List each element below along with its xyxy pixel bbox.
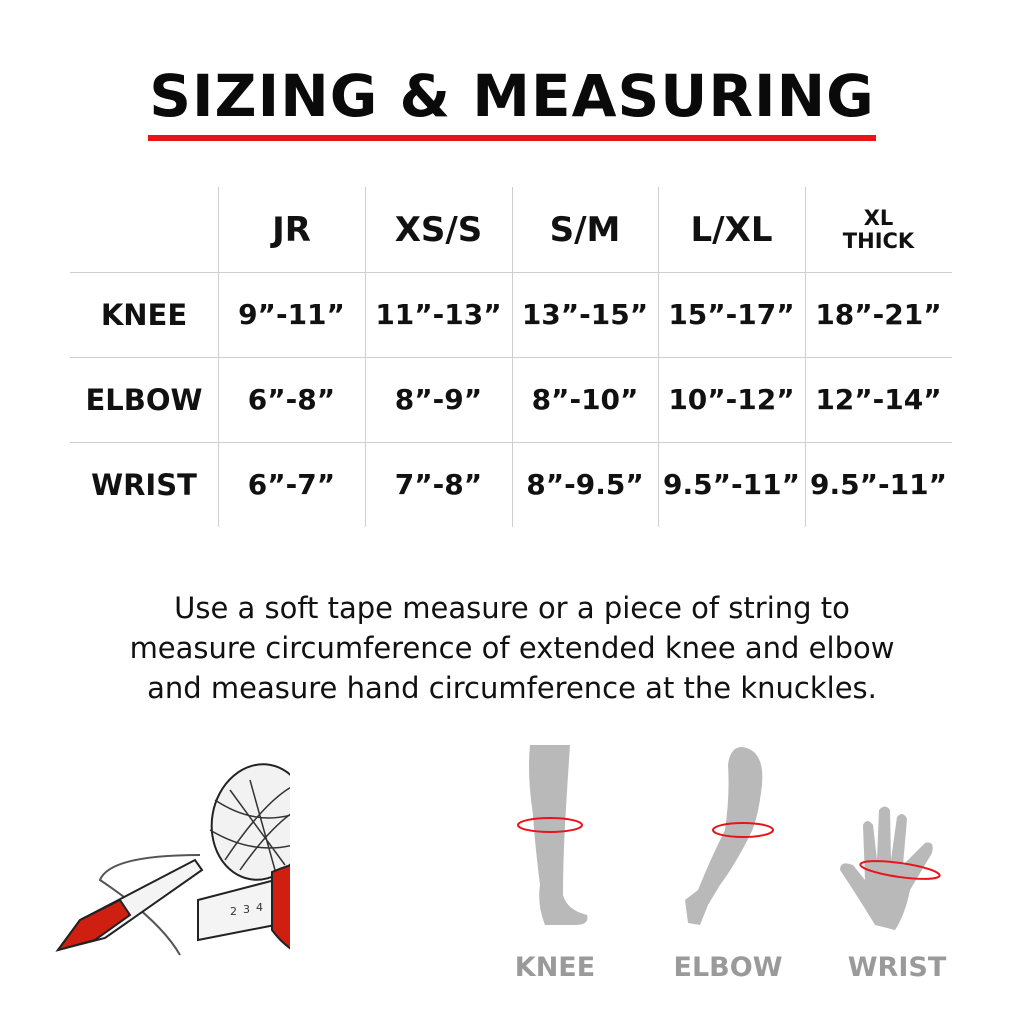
hand-icon: [840, 806, 941, 930]
tape-number: 2: [230, 905, 237, 918]
column-header-xs-s: XS/S: [394, 209, 483, 250]
size-cell: 11”-13”: [375, 298, 502, 331]
size-cell: 9”-11”: [238, 298, 345, 331]
title-underline: [148, 135, 876, 141]
figure-label-wrist: WRIST: [847, 952, 947, 983]
size-cell: 18”-21”: [815, 298, 942, 331]
column-header-line1: XL: [863, 205, 894, 230]
size-cell: 9.5”-11”: [810, 468, 947, 501]
size-cell: 7”-8”: [394, 468, 483, 501]
size-cell: 15”-17”: [668, 298, 795, 331]
tape-number: 4: [256, 901, 263, 914]
instruction-line: measure circumference of extended knee a…: [129, 631, 895, 665]
leg-icon: [517, 745, 588, 925]
marker-icon: [55, 858, 204, 952]
figure-label-elbow: ELBOW: [673, 952, 783, 983]
column-header-line2: THICK: [842, 228, 915, 253]
string-ball-icon: [98, 763, 290, 956]
divider: [70, 442, 952, 443]
column-header-s-m: S/M: [549, 209, 621, 250]
row-label-wrist: WRIST: [91, 467, 197, 502]
page-title: SIZING & MEASURING: [149, 62, 875, 130]
divider: [70, 357, 952, 358]
figure-label-knee: KNEE: [514, 952, 596, 983]
size-cell: 13”-15”: [521, 298, 649, 331]
size-table: JR XS/S S/M L/XL XL THICK KNEE 9”-11” 11”-…: [70, 187, 952, 527]
size-cell: 8”-9”: [394, 383, 483, 416]
size-cell: 8”-10”: [531, 383, 639, 416]
size-cell: 12”-14”: [815, 383, 942, 416]
column-header-jr: JR: [272, 209, 311, 250]
measuring-tools-illustration: 2 3 4: [55, 763, 290, 956]
instruction-line: and measure hand circumference at the kn…: [147, 671, 877, 705]
divider: [70, 272, 952, 273]
tape-measure-icon: 2 3 4: [197, 864, 290, 950]
instruction-line: Use a soft tape measure or a piece of st…: [174, 591, 850, 625]
column-header-l-xl: L/XL: [690, 209, 773, 250]
size-cell: 10”-12”: [668, 383, 795, 416]
row-label-knee: KNEE: [100, 297, 188, 332]
size-cell: 6”-8”: [247, 383, 336, 416]
arm-icon: [685, 747, 774, 925]
column-header-xl-thick: XL THICK: [805, 187, 952, 272]
size-cell: 9.5”-11”: [663, 468, 800, 501]
tape-number: 3: [243, 903, 250, 916]
size-cell: 8”-9.5”: [526, 468, 644, 501]
size-cell: 6”-7”: [247, 468, 336, 501]
instructions: Use a soft tape measure or a piece of st…: [0, 588, 1024, 708]
row-label-elbow: ELBOW: [85, 382, 203, 417]
